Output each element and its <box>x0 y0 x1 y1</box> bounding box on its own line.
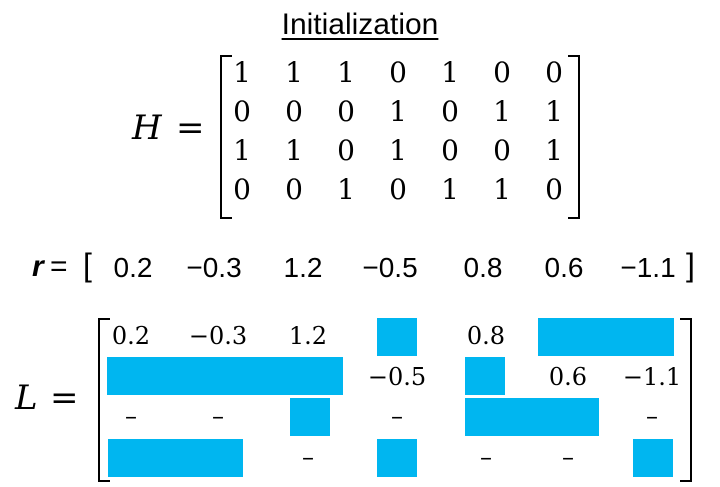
h-cell: 1 <box>545 95 563 128</box>
h-cell: 0 <box>545 56 563 89</box>
h-cell: 1 <box>389 134 407 167</box>
l-cell: – <box>302 443 314 471</box>
h-cell: 1 <box>337 56 355 89</box>
l-cell: 0.2 <box>111 322 151 350</box>
l-block <box>377 318 417 356</box>
h-cell: 1 <box>233 134 251 167</box>
h-cell: 1 <box>493 95 511 128</box>
l-block <box>377 439 417 477</box>
l-left-bracket <box>98 318 110 482</box>
h-cell: 1 <box>441 56 459 89</box>
l-block <box>465 357 505 395</box>
h-cell: 0 <box>285 173 303 206</box>
h-cell: 0 <box>233 95 251 128</box>
h-cell: 0 <box>441 95 459 128</box>
l-block <box>633 439 673 477</box>
r-label: r <box>32 250 44 283</box>
h-cell: 1 <box>233 56 251 89</box>
l-cell: −0.5 <box>367 363 427 391</box>
l-cell: −0.3 <box>188 322 248 350</box>
r-value: 1.2 <box>283 252 323 283</box>
h-cell: 1 <box>493 173 511 206</box>
l-cell: −1.1 <box>622 363 682 391</box>
h-cell: 0 <box>493 134 511 167</box>
h-cell: 1 <box>285 134 303 167</box>
l-right-bracket <box>680 318 692 482</box>
h-cell: 0 <box>545 173 563 206</box>
l-block <box>108 439 243 477</box>
r-value: 0.2 <box>113 252 153 283</box>
h-cell: 0 <box>233 173 251 206</box>
l-block <box>538 318 674 356</box>
h-cell: 0 <box>285 95 303 128</box>
l-label: L <box>15 378 38 418</box>
title: Initialization <box>281 8 439 41</box>
l-cell: – <box>212 402 224 430</box>
r-value: −0.5 <box>362 252 418 283</box>
l-cell: 1.2 <box>288 322 328 350</box>
h-cell: 0 <box>337 134 355 167</box>
h-cell: 1 <box>337 173 355 206</box>
h-equals: = <box>176 108 205 148</box>
l-equals: = <box>50 378 79 418</box>
l-block <box>465 398 599 436</box>
l-cell: – <box>480 443 492 471</box>
r-value: −0.3 <box>186 252 242 283</box>
h-cell: 0 <box>441 134 459 167</box>
h-cell: 1 <box>545 134 563 167</box>
h-cell: 0 <box>493 56 511 89</box>
r-equals: = <box>50 250 68 283</box>
r-value: −1.1 <box>620 252 676 283</box>
l-cell: – <box>125 402 137 430</box>
l-cell: 0.8 <box>466 322 506 350</box>
r-value: 0.8 <box>463 252 503 283</box>
h-cell: 0 <box>389 56 407 89</box>
h-cell: 1 <box>441 173 459 206</box>
r-close-bracket: ] <box>686 247 695 283</box>
h-cell: 1 <box>389 95 407 128</box>
r-value: 0.6 <box>544 252 584 283</box>
h-label: H <box>132 108 162 148</box>
l-cell: – <box>391 402 403 430</box>
l-block <box>290 398 330 436</box>
r-open-bracket: [ <box>83 247 92 283</box>
l-block <box>107 357 343 395</box>
l-cell: – <box>562 443 574 471</box>
h-cell: 0 <box>337 95 355 128</box>
l-cell: – <box>646 402 658 430</box>
l-cell: 0.6 <box>548 363 588 391</box>
h-cell: 1 <box>285 56 303 89</box>
h-right-bracket <box>568 55 580 219</box>
h-left-bracket <box>220 55 232 219</box>
h-cell: 0 <box>389 173 407 206</box>
